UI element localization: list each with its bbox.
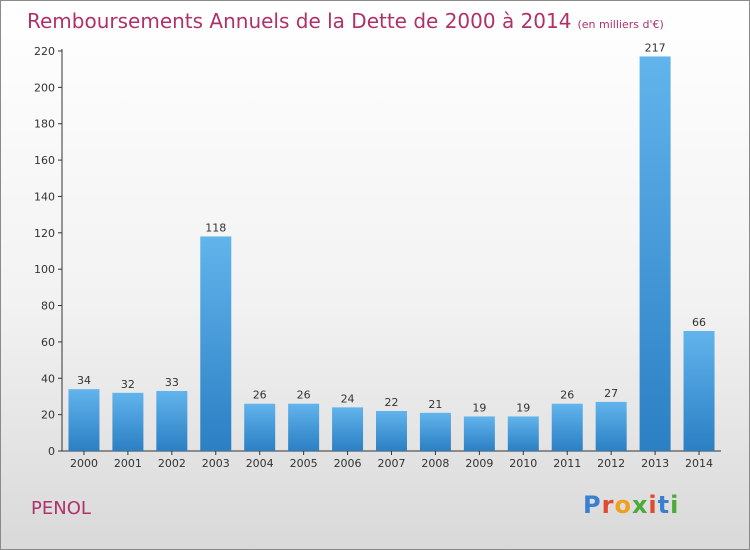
- y-tick-label: 60: [41, 336, 55, 349]
- y-tick-label: 140: [34, 190, 55, 203]
- bar-value-label: 118: [205, 221, 226, 234]
- bar-2012: [595, 401, 627, 451]
- bar-2011: [551, 403, 583, 451]
- y-tick-label: 200: [34, 81, 55, 94]
- bar-value-label: 26: [253, 389, 267, 402]
- bar-value-label: 217: [645, 41, 666, 54]
- logo-letter: i: [670, 491, 680, 519]
- x-tick-label: 2003: [202, 457, 230, 470]
- bar-2004: [244, 403, 276, 451]
- x-tick-label: 2005: [290, 457, 318, 470]
- bar-2006: [332, 407, 364, 451]
- bar-value-label: 33: [165, 376, 179, 389]
- x-tick-label: 2000: [70, 457, 98, 470]
- bar-2001: [112, 392, 144, 451]
- logo-letter: r: [601, 491, 615, 519]
- bar-value-label: 24: [341, 392, 355, 405]
- x-tick-label: 2007: [378, 457, 406, 470]
- logo-letter: t: [657, 491, 671, 519]
- x-tick-label: 2012: [597, 457, 625, 470]
- logo-letter: i: [648, 491, 658, 519]
- bar-2002: [156, 391, 188, 451]
- x-tick-label: 2009: [465, 457, 493, 470]
- chart-subtitle: (en milliers d'€): [577, 18, 664, 31]
- bar-value-label: 26: [297, 389, 311, 402]
- y-tick-label: 160: [34, 154, 55, 167]
- bar-2010: [507, 416, 539, 451]
- bar-2014: [683, 331, 715, 451]
- chart-title: Remboursements Annuels de la Dette de 20…: [27, 9, 664, 33]
- y-tick-label: 220: [34, 45, 55, 58]
- y-tick-label: 0: [48, 445, 55, 458]
- chart-title-text: Remboursements Annuels de la Dette de 20…: [27, 9, 572, 33]
- bar-value-label: 19: [472, 401, 486, 414]
- x-tick-label: 2013: [641, 457, 669, 470]
- bar-2005: [288, 403, 320, 451]
- y-tick-label: 180: [34, 118, 55, 131]
- bar-value-label: 19: [516, 401, 530, 414]
- x-tick-label: 2014: [685, 457, 713, 470]
- y-tick-label: 80: [41, 300, 55, 313]
- x-tick-label: 2011: [553, 457, 581, 470]
- bar-value-label: 34: [77, 374, 91, 387]
- bar-2008: [419, 412, 451, 451]
- x-tick-label: 2008: [421, 457, 449, 470]
- bar-value-label: 21: [428, 398, 442, 411]
- logo-letter: x: [631, 491, 649, 519]
- bar-2013: [639, 56, 671, 452]
- bar-value-label: 32: [121, 378, 135, 391]
- bar-2009: [463, 416, 495, 451]
- logo-letter: o: [614, 491, 632, 519]
- x-tick-label: 2004: [246, 457, 274, 470]
- x-tick-label: 2010: [509, 457, 537, 470]
- bar-value-label: 26: [560, 389, 574, 402]
- x-tick-label: 2006: [334, 457, 362, 470]
- commune-name: PENOL: [31, 498, 91, 519]
- logo-letter: P: [583, 491, 602, 519]
- bar-2000: [68, 389, 100, 451]
- x-tick-label: 2002: [158, 457, 186, 470]
- y-tick-label: 100: [34, 263, 55, 276]
- y-tick-label: 120: [34, 227, 55, 240]
- bar-value-label: 66: [692, 316, 706, 329]
- bar-2003: [200, 236, 232, 451]
- x-tick-label: 2001: [114, 457, 142, 470]
- y-tick-label: 20: [41, 409, 55, 422]
- bar-2007: [376, 411, 407, 451]
- y-tick-label: 40: [41, 372, 55, 385]
- bar-value-label: 22: [385, 396, 399, 409]
- bar-value-label: 27: [604, 387, 618, 400]
- proxiti-logo: Proxiti: [583, 491, 679, 519]
